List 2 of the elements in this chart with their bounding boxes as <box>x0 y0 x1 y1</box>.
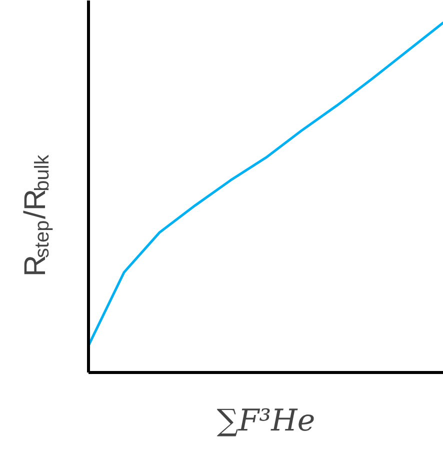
y-axis-title: Rstep/Rbulk <box>19 154 54 277</box>
x-axis-title: ∑F³He <box>216 404 316 438</box>
